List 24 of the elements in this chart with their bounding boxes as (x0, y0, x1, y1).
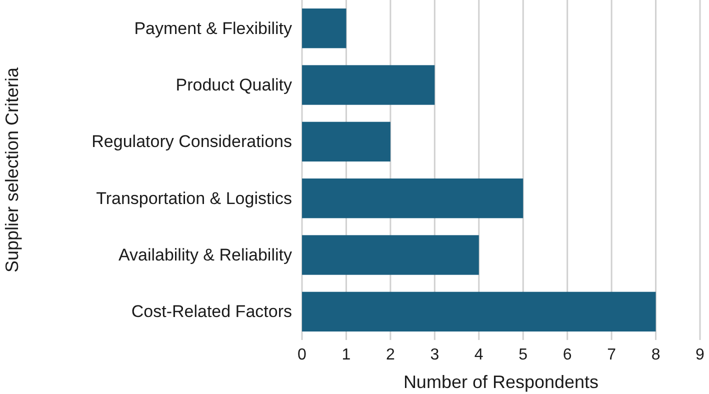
x-tick-label: 1 (342, 346, 351, 364)
x-tick-label: 6 (562, 346, 572, 364)
x-tick-label: 5 (518, 346, 528, 364)
x-tick-label: 2 (386, 346, 395, 364)
y-tick-label: Availability & Reliability (118, 245, 292, 264)
x-tick-label: 8 (651, 346, 660, 364)
x-tick-label: 7 (607, 346, 616, 364)
bar (302, 178, 524, 218)
y-tick-label: Transportation & Logistics (96, 188, 292, 208)
y-tick-label: Payment & Flexibility (134, 18, 292, 38)
x-tick-label: 4 (474, 346, 484, 364)
x-tick-label: 9 (696, 346, 705, 364)
y-tick-label: Regulatory Considerations (92, 132, 292, 152)
y-axis-title: Supplier selection Criteria (2, 66, 22, 273)
bar (302, 235, 479, 275)
bar (302, 8, 346, 48)
bar (302, 65, 435, 105)
x-tick-label: 0 (298, 346, 307, 364)
bar (302, 292, 656, 332)
x-axis-title: Number of Respondents (403, 372, 599, 392)
bar (302, 122, 390, 162)
y-tick-label: Cost-Related Factors (131, 302, 292, 322)
x-tick-label: 3 (430, 346, 440, 364)
y-tick-label: Product Quality (176, 75, 292, 94)
